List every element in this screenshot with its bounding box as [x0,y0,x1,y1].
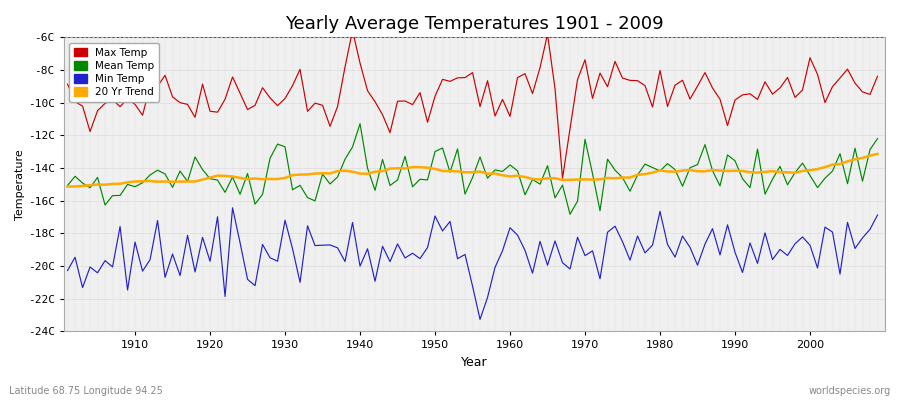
Title: Yearly Average Temperatures 1901 - 2009: Yearly Average Temperatures 1901 - 2009 [285,15,663,33]
X-axis label: Year: Year [461,356,488,369]
Legend: Max Temp, Mean Temp, Min Temp, 20 Yr Trend: Max Temp, Mean Temp, Min Temp, 20 Yr Tre… [69,42,159,102]
Text: Latitude 68.75 Longitude 94.25: Latitude 68.75 Longitude 94.25 [9,386,163,396]
Y-axis label: Temperature: Temperature [15,149,25,220]
Text: worldspecies.org: worldspecies.org [809,386,891,396]
